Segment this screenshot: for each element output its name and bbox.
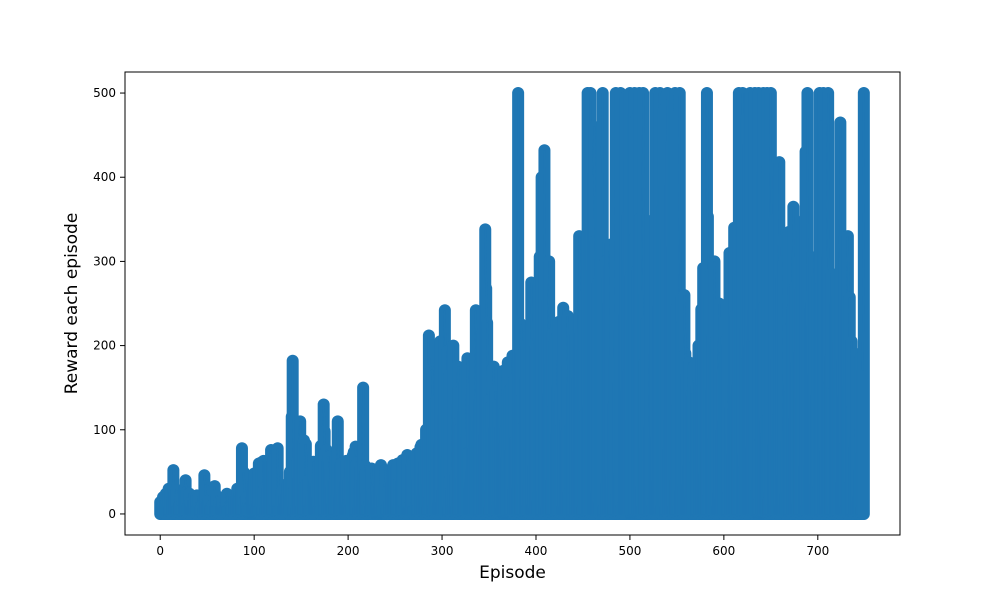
point-connector — [327, 456, 331, 463]
x-tick-label: 600 — [712, 544, 735, 558]
x-axis-label: Episode — [479, 563, 546, 583]
point-connector — [642, 93, 646, 296]
point-connector — [683, 295, 687, 354]
point-connector — [485, 288, 489, 323]
point-connector — [705, 93, 709, 217]
point-connector — [484, 229, 488, 289]
point-connector — [430, 369, 434, 373]
plot-frame — [124, 71, 901, 536]
y-tick-label: 100 — [93, 423, 116, 437]
x-axis-ticks: 0 100 200 300 400 500 600 700 — [156, 535, 829, 558]
x-tick-label: 500 — [618, 544, 641, 558]
y-tick-label: 200 — [93, 339, 116, 353]
x-tick-label: 0 — [156, 544, 164, 558]
point-connector — [517, 93, 521, 362]
x-tick-label: 400 — [525, 544, 548, 558]
x-tick-label: 200 — [337, 544, 360, 558]
y-axis-ticks: 0 100 200 300 400 500 — [93, 86, 125, 521]
x-tick-label: 100 — [243, 544, 266, 558]
point-connector — [861, 93, 865, 371]
y-tick-label: 0 — [108, 507, 116, 521]
scatter-points — [154, 87, 870, 520]
y-axis-label: Reward each episode — [62, 213, 82, 395]
x-tick-label: 300 — [431, 544, 454, 558]
x-tick-label: 700 — [806, 544, 829, 558]
y-tick-label: 300 — [93, 254, 116, 268]
point-connector — [322, 404, 326, 432]
y-tick-label: 500 — [93, 86, 116, 100]
point-connector — [203, 475, 207, 485]
y-tick-label: 400 — [93, 170, 116, 184]
